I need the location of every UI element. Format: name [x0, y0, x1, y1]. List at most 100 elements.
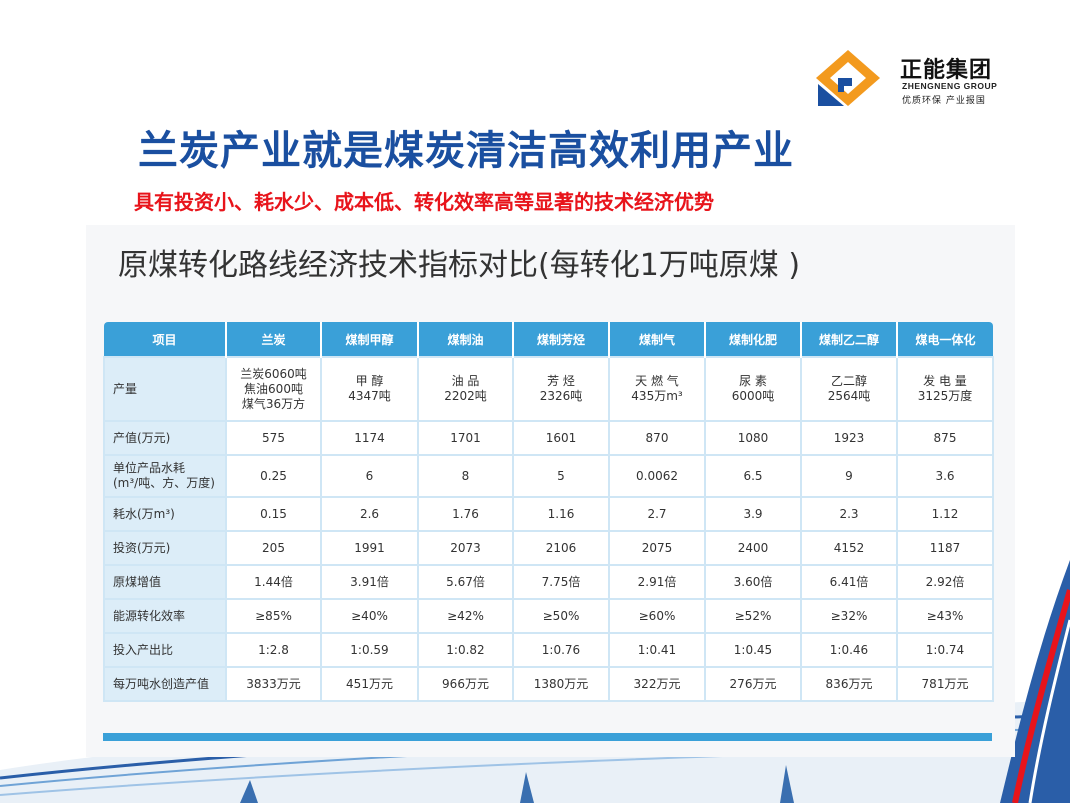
table-cell: 1923: [800, 420, 898, 456]
table-cell: 1.44倍: [225, 564, 322, 600]
row-label: 产值(万元): [103, 420, 227, 456]
table-cell: 1601: [512, 420, 610, 456]
header-cell: 煤制气: [609, 322, 706, 357]
table-cell: 1:0.45: [704, 632, 802, 668]
table-cell: 3.9: [704, 496, 802, 532]
table-cell: ≥43%: [896, 598, 994, 634]
header-cell: 煤制油: [418, 322, 514, 357]
table-cell: 1:0.41: [608, 632, 706, 668]
table-cell: 0.25: [225, 454, 322, 498]
logo-name-cn: 正能集团: [900, 58, 993, 83]
table-cell: 276万元: [704, 666, 802, 702]
table-cell: 1:0.74: [896, 632, 994, 668]
table-cell: 2.6: [320, 496, 419, 532]
row-label: 能源转化效率: [103, 598, 227, 634]
table-cell: 3833万元: [225, 666, 322, 702]
table-cell: 2106: [512, 530, 610, 566]
table-cell: 6.5: [704, 454, 802, 498]
table-cell: 1080: [704, 420, 802, 456]
table-cell: 3.60倍: [704, 564, 802, 600]
table-cell: 2.7: [608, 496, 706, 532]
table-row: 原煤增值 1.44倍 3.91倍 5.67倍 7.75倍 2.91倍 3.60倍 6.41倍 2…: [103, 564, 994, 600]
table-cell: ≥85%: [225, 598, 322, 634]
table-cell: ≥50%: [512, 598, 610, 634]
table-row: 产量 兰炭6060吨 焦油600吨 煤气36万方甲 醇 4347吨油 品 2202…: [103, 356, 994, 422]
table-cell: 甲 醇 4347吨: [320, 356, 419, 422]
header-cell: 兰炭: [226, 322, 322, 357]
table-cell: 1:0.82: [417, 632, 514, 668]
table-title: 原煤转化路线经济技术指标对比(每转化1万吨原煤 ): [118, 248, 801, 283]
row-label: 原煤增值: [103, 564, 227, 600]
row-label: 单位产品水耗 (m³/吨、方、万度): [103, 454, 227, 498]
logo-name-en: ZHENGNENG GROUP: [902, 81, 998, 91]
table-cell: 781万元: [896, 666, 994, 702]
table-cell: 乙二醇 2564吨: [800, 356, 898, 422]
table-cell: 天 燃 气 435万m³: [608, 356, 706, 422]
table-cell: 油 品 2202吨: [417, 356, 514, 422]
table-cell: 2075: [608, 530, 706, 566]
page-title: 兰炭产业就是煤炭清洁高效利用产业: [138, 128, 794, 174]
logo-slogan: 优质环保 产业报国: [902, 96, 986, 106]
table-row: 耗水(万m³) 0.15 2.6 1.76 1.16 2.7 3.9 2.3 1.12: [103, 496, 994, 532]
table-cell: ≥52%: [704, 598, 802, 634]
table-cell: 0.0062: [608, 454, 706, 498]
table-cell: 3.6: [896, 454, 994, 498]
table-cell: 9: [800, 454, 898, 498]
table-cell: 2.92倍: [896, 564, 994, 600]
row-label: 每万吨水创造产值: [103, 666, 227, 702]
table-cell: 尿 素 6000吨: [704, 356, 802, 422]
header-cell: 煤制化肥: [705, 322, 802, 357]
table-cell: 兰炭6060吨 焦油600吨 煤气36万方: [225, 356, 322, 422]
row-label: 产量: [103, 356, 227, 422]
decorative-corner: [1000, 560, 1070, 803]
table-cell: 1.76: [417, 496, 514, 532]
table-cell: 8: [417, 454, 514, 498]
comparison-table: 项目 兰炭 煤制甲醇 煤制油 煤制芳烃 煤制气 煤制化肥 煤制乙二醇 煤电一体化…: [103, 322, 994, 702]
table-cell: 3.91倍: [320, 564, 419, 600]
table-cell: 1.12: [896, 496, 994, 532]
table-cell: 836万元: [800, 666, 898, 702]
table-cell: 322万元: [608, 666, 706, 702]
logo-mark-icon: [816, 50, 880, 106]
table-cell: 575: [225, 420, 322, 456]
table-row: 能源转化效率 ≥85% ≥40% ≥42% ≥50% ≥60% ≥52% ≥32% ≥43%: [103, 598, 994, 634]
table-row: 产值(万元) 575 1174 1701 1601 870 1080 1923 875: [103, 420, 994, 456]
table-cell: 870: [608, 420, 706, 456]
row-label: 耗水(万m³): [103, 496, 227, 532]
table-cell: 6: [320, 454, 419, 498]
table-cell: 0.15: [225, 496, 322, 532]
row-label: 投资(万元): [103, 530, 227, 566]
table-cell: 1:2.8: [225, 632, 322, 668]
table-cell: 1174: [320, 420, 419, 456]
table-cell: 875: [896, 420, 994, 456]
table-cell: 2073: [417, 530, 514, 566]
table-cell: 发 电 量 3125万度: [896, 356, 994, 422]
table-cell: 1.16: [512, 496, 610, 532]
table-cell: ≥42%: [417, 598, 514, 634]
table-bottom-bar: [103, 733, 992, 741]
table-cell: 6.41倍: [800, 564, 898, 600]
table-cell: 2.3: [800, 496, 898, 532]
table-cell: 7.75倍: [512, 564, 610, 600]
table-cell: 966万元: [417, 666, 514, 702]
table-cell: 451万元: [320, 666, 419, 702]
table-cell: 5.67倍: [417, 564, 514, 600]
table-cell: 1:0.59: [320, 632, 419, 668]
table-cell: 1:0.76: [512, 632, 610, 668]
table-cell: 1701: [417, 420, 514, 456]
header-cell: 煤制芳烃: [513, 322, 610, 357]
company-logo: 正能集团 ZHENGNENG GROUP 优质环保 产业报国: [808, 48, 1023, 110]
table-cell: 芳 烃 2326吨: [512, 356, 610, 422]
table-cell: 1380万元: [512, 666, 610, 702]
table-row: 每万吨水创造产值 3833万元 451万元 966万元 1380万元 322万元 276万元…: [103, 666, 994, 702]
table-cell: ≥40%: [320, 598, 419, 634]
table-cell: 205: [225, 530, 322, 566]
page-subtitle: 具有投资小、耗水少、成本低、转化效率高等显著的技术经济优势: [134, 190, 714, 214]
header-cell: 煤制甲醇: [321, 322, 419, 357]
table-cell: 4152: [800, 530, 898, 566]
table-cell: 5: [512, 454, 610, 498]
header-cell: 项目: [104, 322, 227, 357]
table-row: 投资(万元) 205 1991 2073 2106 2075 2400 4152 1187: [103, 530, 994, 566]
table-cell: 1991: [320, 530, 419, 566]
table-row: 单位产品水耗 (m³/吨、方、万度) 0.25 6 8 5 0.0062 6.5 9 3.6: [103, 454, 994, 498]
